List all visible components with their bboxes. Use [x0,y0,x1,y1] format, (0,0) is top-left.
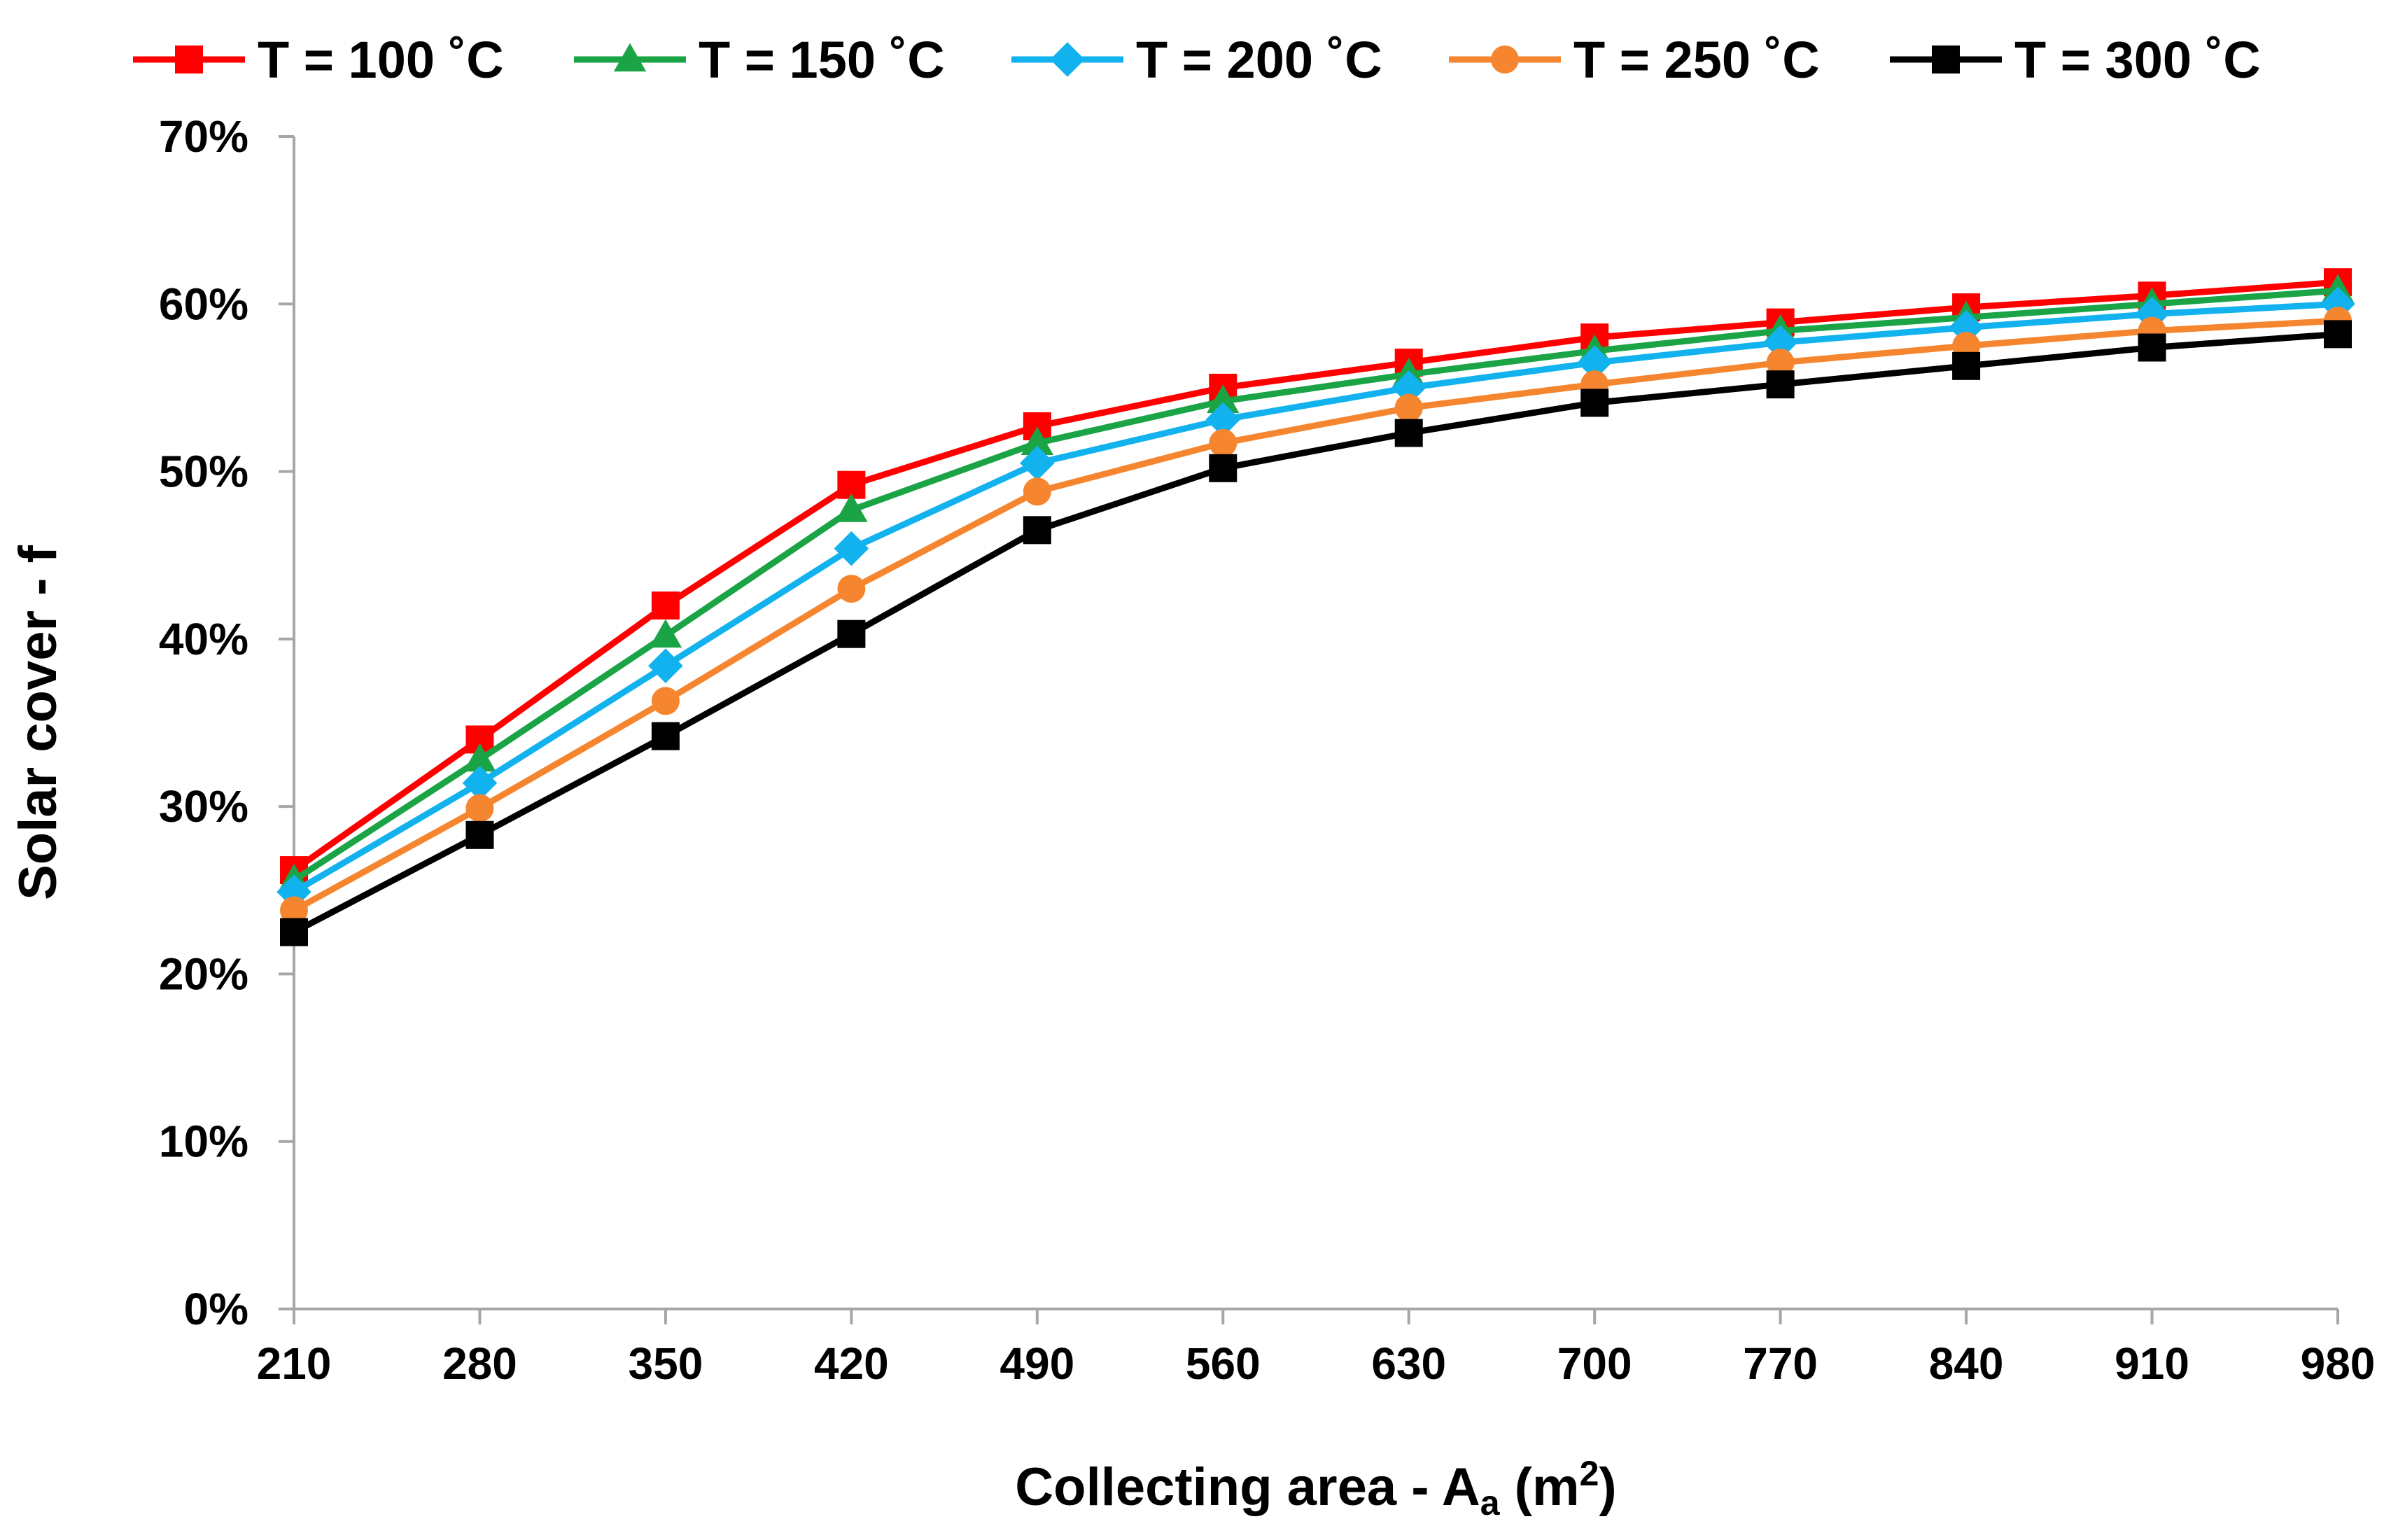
legend-item: T = 250 ˚C [1449,31,1820,89]
x-tick-label: 210 [257,1338,332,1389]
y-tick-label: 50% [159,447,248,497]
data-point [1580,388,1609,417]
x-tick-label: 840 [1929,1338,2004,1389]
series-2 [277,274,2355,892]
legend-label: T = 250 ˚C [1573,31,1820,89]
x-axis-title-subscript: a [1480,1483,1501,1522]
data-point [465,794,494,822]
series-3 [276,286,2355,909]
data-point [1391,370,1426,405]
x-tick-label: 700 [1557,1338,1632,1389]
data-point [651,722,680,750]
data-point [1766,349,1795,377]
data-point [2324,320,2352,349]
legend-marker [175,46,203,74]
legend-item: T = 200 ˚C [1011,31,1382,89]
y-tick-label: 20% [159,948,248,999]
y-tick-label: 60% [159,279,248,329]
data-point [1209,454,1237,482]
x-tick-label: 490 [1000,1338,1074,1389]
data-point [835,493,868,522]
legend-marker [1050,42,1085,77]
data-point [463,743,496,772]
y-tick-label: 10% [159,1116,248,1167]
data-point [1020,445,1055,481]
data-point [1023,477,1051,506]
data-point [837,620,866,648]
data-point [1952,351,1981,380]
series-line [292,287,2339,883]
data-point [651,592,680,620]
legend-item: T = 100 ˚C [133,31,504,89]
data-point [1577,345,1612,380]
series-line [292,300,2339,895]
x-axis-title: Collecting area - Aa (m2) [1015,1454,1616,1522]
legend-label: T = 200 ˚C [1136,31,1382,89]
data-point [1021,426,1054,455]
y-axis: 0% 10% 20% 30% 40% 50% 60% 70% [159,111,295,1334]
data-point [651,687,680,715]
y-tick-label: 40% [159,614,248,664]
data-point [2138,333,2166,362]
data-point [280,918,308,946]
legend: T = 100 ˚C T = 150 ˚C T = 200 ˚C T = 250 ˚C… [133,31,2261,89]
legend-marker [1491,46,1519,74]
x-tick-label: 420 [814,1338,889,1389]
y-tick-label: 30% [159,781,248,832]
data-point [1209,428,1237,457]
legend-marker [613,43,647,72]
series-5 [280,320,2352,946]
series-line [292,279,2339,873]
data-point [1394,393,1423,422]
data-point [1023,516,1051,545]
legend-marker [1932,46,1960,74]
x-tick-label: 770 [1743,1338,1818,1389]
series-line [292,317,2339,913]
x-tick-label: 910 [2115,1338,2189,1389]
x-tick-label: 280 [442,1338,517,1389]
x-axis-title-unit-open: (m [1500,1457,1580,1517]
data-point [1766,370,1795,399]
series-4 [280,307,2352,925]
data-point [1949,309,1984,345]
data-point [1762,325,1798,360]
data-point [465,820,494,849]
data-point [1394,419,1423,447]
legend-item: T = 150 ˚C [574,31,945,89]
x-tick-label: 560 [1186,1338,1261,1389]
data-point [648,648,683,683]
x-axis-title-superscript: 2 [1580,1454,1599,1493]
x-axis: 210 280 350 420 490 560 630 700 770 840 910 980 [257,1308,2376,1389]
y-axis-title: Solar cover - f [8,545,68,900]
legend-label: T = 150 ˚C [699,31,945,89]
data-point [837,575,866,603]
x-axis-title-main: Collecting area - A [1015,1457,1480,1517]
legend-item: T = 300 ˚C [1890,31,2261,89]
x-tick-label: 630 [1371,1338,1446,1389]
x-axis-title-unit-close: ) [1599,1457,1616,1517]
x-tick-label: 980 [2301,1338,2376,1389]
y-tick-label: 0% [184,1284,249,1334]
y-tick-label: 70% [159,111,248,162]
legend-label: T = 300 ˚C [2014,31,2261,89]
data-point [649,619,682,648]
series-layer [276,268,2355,946]
data-point [1205,402,1241,438]
series-line [292,330,2339,935]
legend-label: T = 100 ˚C [258,31,504,89]
data-point [280,896,308,925]
data-point [462,765,498,801]
data-point [1207,384,1240,414]
x-tick-label: 350 [629,1338,703,1389]
data-point [834,531,869,566]
